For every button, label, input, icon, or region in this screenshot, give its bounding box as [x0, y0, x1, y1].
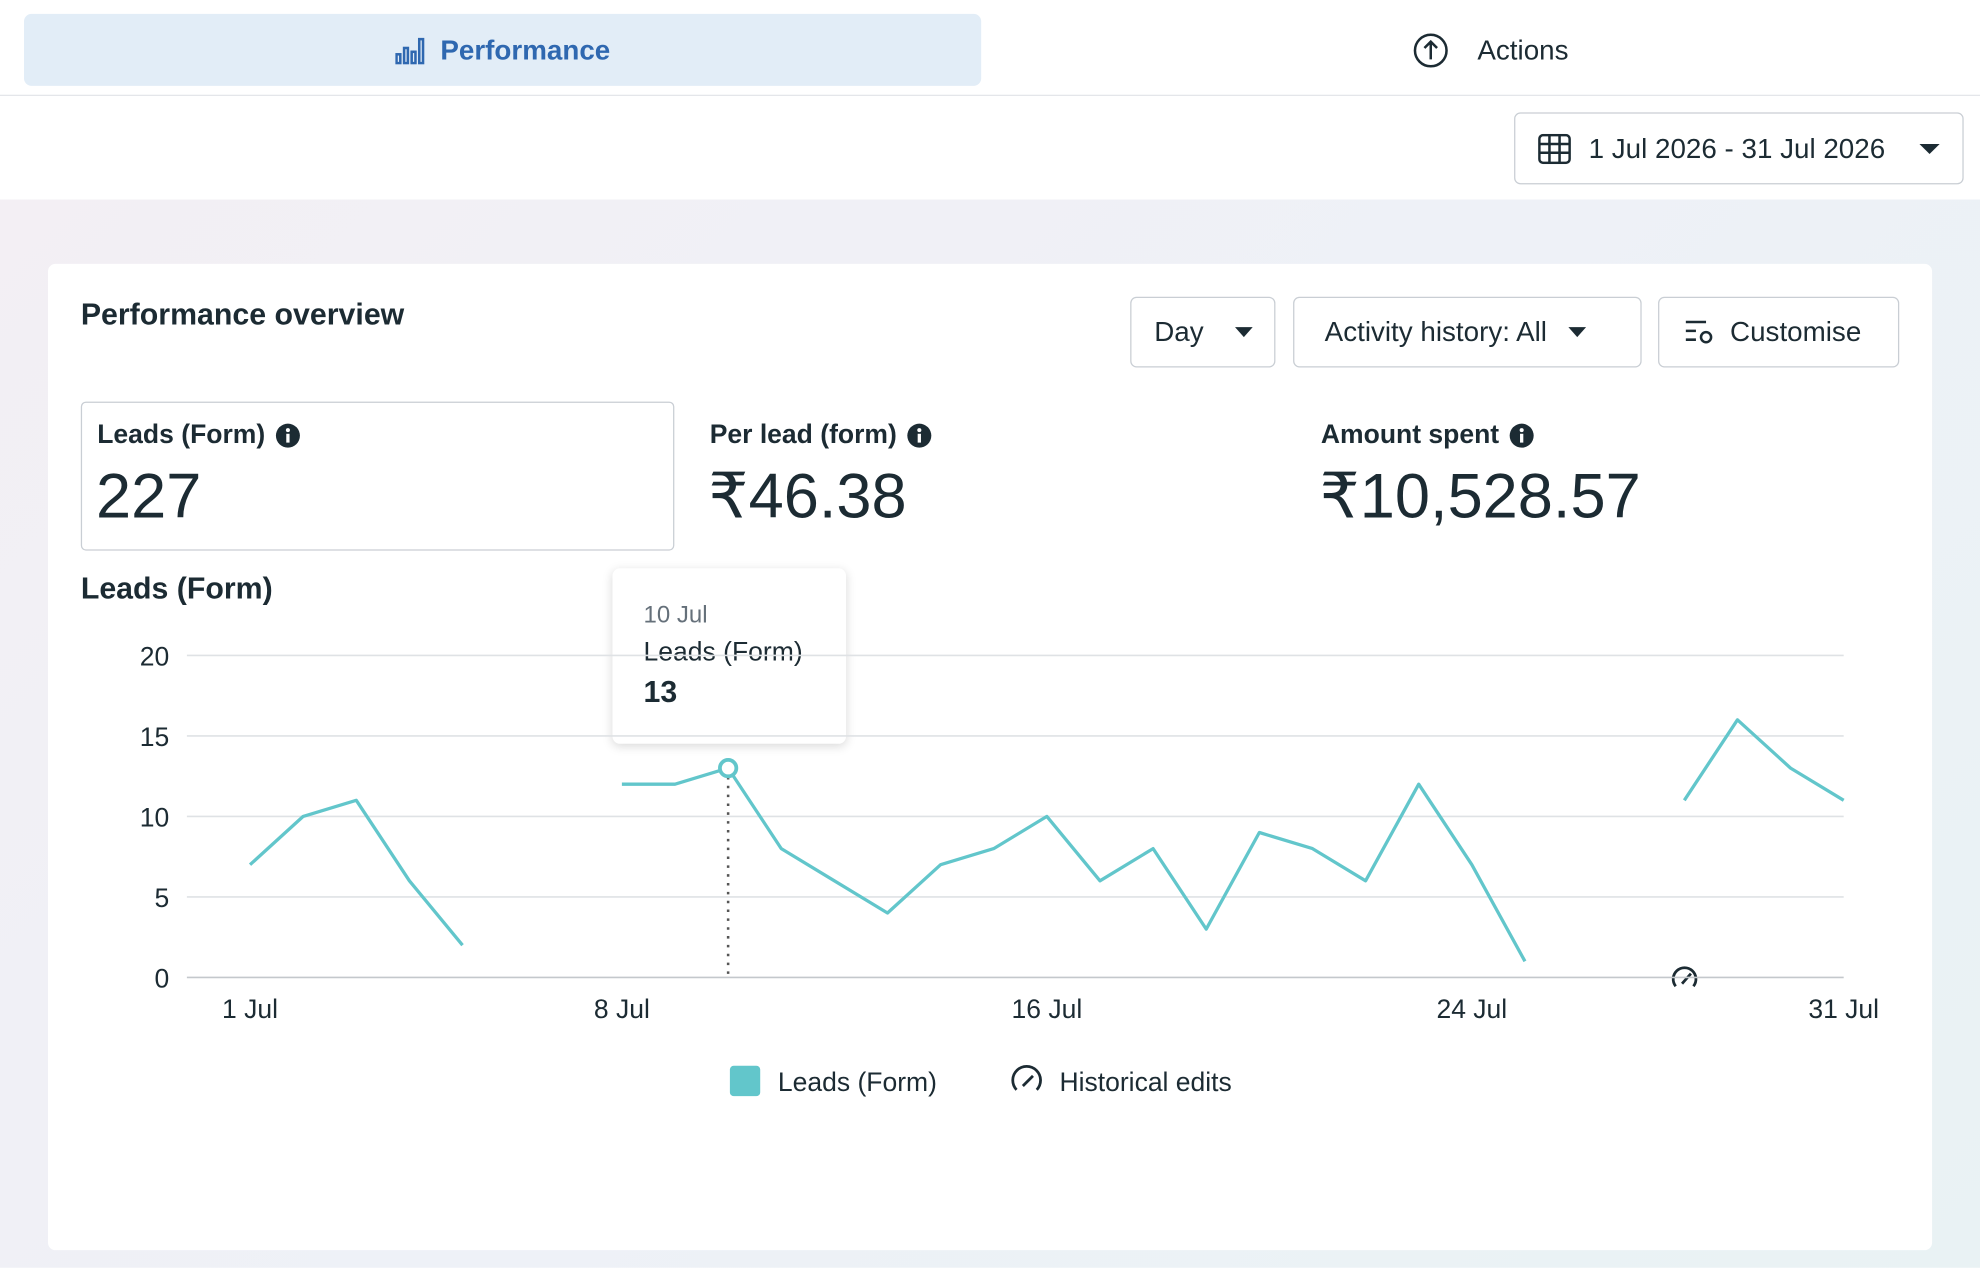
tooltip-series: Leads (Form)	[643, 637, 803, 667]
legend-label: Historical edits	[1059, 1067, 1231, 1097]
bar-icon	[394, 37, 424, 64]
actions-icon	[1413, 32, 1448, 67]
metric-value: 227	[95, 460, 202, 532]
calendar-icon	[1538, 133, 1571, 164]
x-tick-label: 31 Jul	[1808, 994, 1879, 1024]
tooltip-value: 13	[643, 675, 678, 710]
tab-label: Actions	[1477, 33, 1569, 66]
icon-arc	[1011, 1065, 1042, 1091]
divider	[0, 94, 1980, 96]
metric-label: Leads (Form)	[97, 421, 300, 451]
tab-performance[interactable]: Performance	[23, 13, 982, 86]
caret	[1568, 327, 1587, 338]
caret	[1235, 327, 1253, 338]
date-picker[interactable]: 1 Jul 2026 - 31 Jul 2026	[1514, 112, 1964, 185]
granularity-dropdown[interactable]: Day	[1130, 296, 1276, 368]
label: Customise	[1730, 315, 1862, 348]
metric-box[interactable]	[80, 401, 675, 551]
info-icon	[907, 423, 932, 448]
metric-label-text: Leads (Form)	[97, 420, 266, 450]
y-tick-label: 20	[140, 641, 169, 671]
label: Day	[1154, 315, 1204, 348]
metric-label: Per lead (form)	[710, 421, 933, 451]
historical-edit-marker	[1671, 966, 1698, 988]
metric-value: ₹10,528.57	[1319, 460, 1641, 532]
tab-actions[interactable]: Actions	[1389, 14, 1591, 86]
tab-label: Performance	[440, 33, 611, 66]
label: Activity history: All	[1324, 315, 1547, 348]
x-tick-label: 8 Jul	[594, 994, 650, 1024]
x-tick-label: 1 Jul	[222, 994, 278, 1024]
info-icon	[1509, 423, 1534, 448]
legend-edit-icon	[1011, 1065, 1042, 1091]
card-title: Performance overview	[80, 298, 405, 333]
card	[47, 263, 1933, 1251]
x-tick-label: 16 Jul	[1012, 994, 1083, 1024]
icon-needle	[1021, 1074, 1034, 1087]
metric-label-text: Amount spent	[1320, 420, 1500, 450]
legend-label: Leads (Form)	[778, 1067, 937, 1097]
metric-value: ₹46.38	[708, 460, 907, 532]
customise-icon	[1685, 320, 1713, 344]
y-tick-label: 5	[154, 883, 169, 913]
y-tick-label: 0	[154, 964, 169, 994]
y-tick-label: 15	[140, 722, 169, 752]
x-tick-label: 24 Jul	[1436, 994, 1507, 1024]
metric-label: Amount spent	[1321, 421, 1535, 451]
metric-label-text: Per lead (form)	[709, 420, 897, 450]
customise-button[interactable]: Customise	[1658, 296, 1900, 368]
line-series	[248, 718, 1845, 963]
y-tick-label: 10	[140, 803, 169, 833]
activity-dropdown[interactable]: Activity history: All	[1293, 296, 1642, 368]
caret	[1919, 143, 1940, 154]
info-icon	[275, 423, 300, 448]
tooltip-date: 10 Jul	[643, 602, 708, 629]
legend-swatch	[729, 1065, 761, 1097]
date-range: 1 Jul 2026 - 31 Jul 2026	[1588, 131, 1886, 164]
chart-title: Leads (Form)	[81, 573, 273, 606]
hover-point	[718, 757, 739, 779]
